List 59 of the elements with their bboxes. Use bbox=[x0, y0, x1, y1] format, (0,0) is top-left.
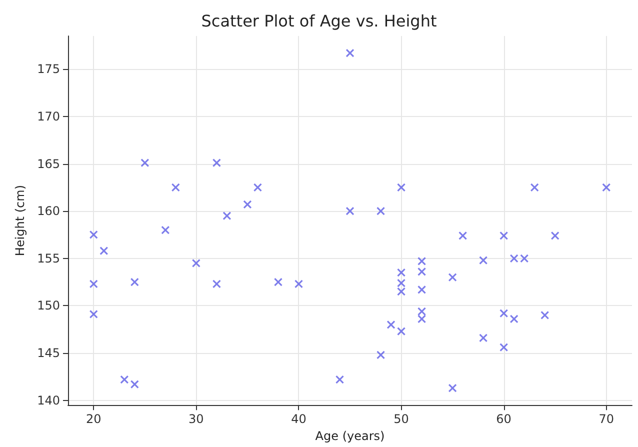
y-tick-label: 150 bbox=[37, 298, 60, 313]
point bbox=[602, 183, 611, 192]
point bbox=[274, 278, 283, 286]
point bbox=[500, 343, 508, 352]
point bbox=[540, 310, 550, 320]
y-tick-label: 140 bbox=[37, 393, 60, 408]
point bbox=[161, 226, 170, 234]
point bbox=[479, 256, 488, 265]
x-tick-label: 60 bbox=[496, 412, 512, 426]
point bbox=[376, 206, 386, 216]
point bbox=[510, 314, 518, 324]
point bbox=[130, 380, 139, 389]
x-tick-label: 40 bbox=[291, 412, 306, 426]
y-axis-title: Height (cm) bbox=[13, 184, 27, 256]
point bbox=[396, 183, 406, 192]
point bbox=[346, 206, 354, 216]
y-tick-label: 170 bbox=[37, 109, 60, 124]
y-tick-label: 155 bbox=[37, 251, 60, 266]
point bbox=[212, 158, 221, 168]
point bbox=[335, 375, 344, 384]
point bbox=[510, 254, 518, 263]
point bbox=[396, 326, 406, 336]
point bbox=[222, 212, 232, 220]
point bbox=[212, 280, 221, 288]
point bbox=[89, 230, 98, 240]
point bbox=[192, 258, 200, 268]
y-tick-label: 145 bbox=[37, 346, 60, 360]
point bbox=[89, 280, 98, 288]
point bbox=[386, 320, 396, 329]
point bbox=[171, 183, 180, 192]
y-tick-label: 165 bbox=[37, 156, 60, 171]
point bbox=[120, 375, 129, 384]
point bbox=[346, 48, 354, 58]
chart-title: Scatter Plot of Age vs. Height bbox=[201, 12, 437, 30]
point bbox=[376, 350, 386, 360]
point bbox=[140, 158, 150, 168]
point bbox=[550, 231, 560, 240]
point bbox=[417, 285, 426, 294]
point bbox=[530, 183, 539, 192]
point bbox=[500, 309, 508, 318]
point bbox=[243, 200, 252, 209]
point bbox=[294, 280, 304, 288]
y-tick-label: 175 bbox=[37, 62, 60, 76]
y-tick-label: 160 bbox=[37, 204, 60, 218]
point bbox=[448, 273, 457, 282]
point bbox=[100, 246, 108, 256]
point bbox=[479, 334, 488, 342]
x-tick-label: 50 bbox=[394, 412, 409, 426]
point bbox=[458, 231, 468, 240]
x-tick-label: 70 bbox=[598, 412, 614, 426]
x-tick-label: 20 bbox=[86, 412, 102, 426]
point bbox=[130, 278, 139, 286]
point bbox=[89, 310, 98, 319]
x-axis-title: Age (years) bbox=[315, 429, 385, 443]
point bbox=[448, 384, 457, 392]
point bbox=[253, 183, 262, 192]
point bbox=[500, 231, 508, 240]
point bbox=[520, 254, 529, 263]
x-tick-label: 30 bbox=[188, 412, 204, 426]
